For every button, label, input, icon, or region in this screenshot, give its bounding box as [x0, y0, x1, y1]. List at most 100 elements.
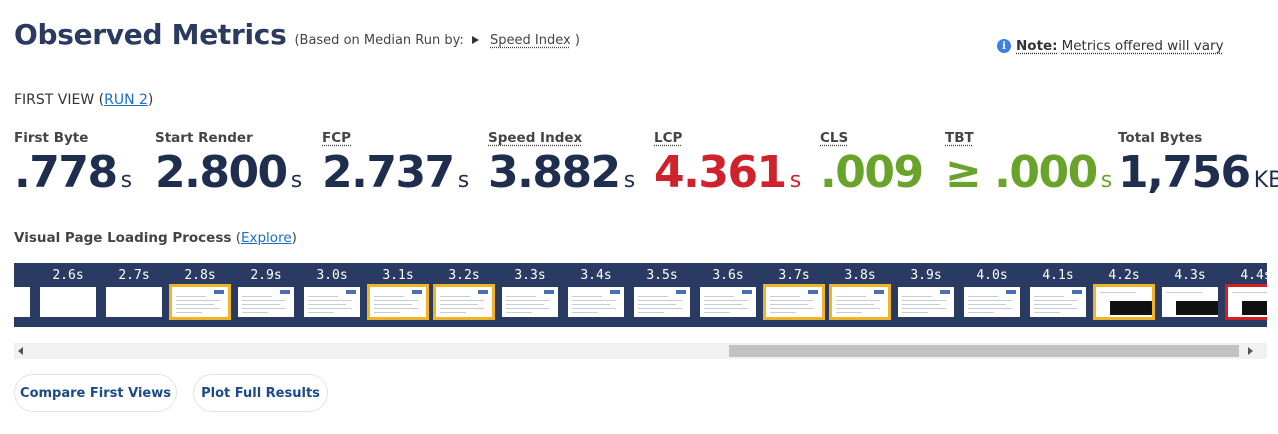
filmstrip-frame[interactable]: 3.0s — [301, 263, 363, 327]
explore-close: ) — [291, 230, 297, 246]
filmstrip-frame[interactable]: 3.5s — [631, 263, 693, 327]
metric-label[interactable]: LCP — [654, 130, 683, 146]
frame-time: 2.9s — [250, 268, 282, 283]
frame-thumbnail[interactable] — [898, 287, 954, 317]
metric-unit: s — [290, 168, 303, 193]
scroll-right-arrow-icon[interactable] — [1248, 347, 1253, 355]
metric-value: 2.800 s — [155, 149, 303, 196]
filmstrip-scrollbar[interactable] — [14, 343, 1267, 359]
frame-thumbnail[interactable] — [169, 284, 231, 320]
frame-time: 2.8s — [184, 268, 216, 283]
run-link[interactable]: RUN 2 — [104, 92, 148, 108]
frame-thumbnail[interactable] — [634, 287, 690, 317]
metric-total-bytes: Total Bytes 1,756 KB — [1118, 130, 1278, 196]
median-metric-selector[interactable]: Speed Index — [490, 33, 571, 48]
metric-value: ≥ .000 s — [945, 147, 1112, 198]
note-label[interactable]: Note: — [1016, 38, 1058, 54]
metric-value: .778 s — [14, 147, 133, 198]
filmstrip-frame[interactable]: 2.8s — [169, 263, 231, 327]
filmstrip-frame[interactable]: 3.1s — [367, 263, 429, 327]
metric-lcp: LCP 4.361 s — [654, 130, 801, 196]
frame-thumbnail[interactable] — [238, 287, 294, 317]
metric-label[interactable]: FCP — [322, 130, 352, 146]
scroll-left-arrow-icon[interactable] — [18, 347, 23, 355]
metric-unit: s — [120, 168, 133, 193]
frame-thumbnail[interactable] — [367, 284, 429, 320]
frame-thumbnail[interactable] — [829, 284, 891, 320]
frame-thumbnail[interactable] — [964, 287, 1020, 317]
frame-thumbnail[interactable] — [1225, 284, 1267, 320]
metric-label[interactable]: TBT — [945, 130, 974, 146]
frame-time: 3.5s — [646, 268, 678, 283]
metric-value: 1,756 KB — [1118, 149, 1278, 196]
frame-thumbnail[interactable] — [1030, 287, 1086, 317]
metric-unit: s — [457, 168, 470, 193]
filmstrip-frame[interactable]: 3.6s — [697, 263, 759, 327]
explore-link[interactable]: Explore — [240, 230, 292, 246]
note-text[interactable]: Metrics offered will vary — [1061, 38, 1224, 54]
filmstrip-frame[interactable]: 3.4s — [565, 263, 627, 327]
filmstrip-frame[interactable]: 3.9s — [895, 263, 957, 327]
filmstrip-frame[interactable]: 4.1s — [1027, 263, 1089, 327]
frame-time: 3.6s — [712, 268, 744, 283]
metric-number: 2.737 — [322, 147, 455, 198]
visual-loading-heading: Visual Page Loading Process (Explore) — [14, 230, 297, 246]
frame-thumbnail[interactable] — [568, 287, 624, 317]
frame-thumbnail[interactable] — [433, 284, 495, 320]
frame-thumbnail[interactable] — [1093, 284, 1155, 320]
filmstrip-frame[interactable]: 2.6s — [37, 263, 99, 327]
frame-time: 4.3s — [1174, 268, 1206, 283]
metric-number: .778 — [14, 147, 118, 198]
first-view-suffix: ) — [147, 92, 154, 108]
metric-value: 2.737 s — [322, 147, 470, 198]
frame-time: 3.4s — [580, 268, 612, 283]
filmstrip-frame[interactable]: 4.3s — [1159, 263, 1221, 327]
metric-label: Total Bytes — [1118, 130, 1203, 146]
frame-thumbnail[interactable] — [1162, 287, 1218, 317]
frame-time: 3.0s — [316, 268, 348, 283]
metric-label[interactable]: CLS — [820, 130, 849, 146]
filmstrip-frame[interactable]: 2.7s — [103, 263, 165, 327]
frame-time: 3.1s — [382, 268, 414, 283]
explore-open: ( — [231, 230, 241, 246]
frame-thumbnail[interactable] — [763, 284, 825, 320]
filmstrip-frame[interactable]: 3.8s — [829, 263, 891, 327]
filmstrip-frame[interactable]: 2.9s — [235, 263, 297, 327]
metric-label[interactable]: Speed Index — [488, 130, 583, 146]
filmstrip-frame[interactable]: 3.2s — [433, 263, 495, 327]
frame-thumbnail[interactable] — [502, 287, 558, 317]
play-triangle-icon — [471, 36, 479, 44]
metric-label: First Byte — [14, 130, 89, 146]
metric-value: .009 — [820, 149, 927, 196]
subtitle-suffix: ) — [574, 33, 580, 48]
frame-time: 3.2s — [448, 268, 480, 283]
compare-first-views-button[interactable]: Compare First Views — [14, 374, 177, 412]
frame-thumbnail[interactable] — [304, 287, 360, 317]
metric-number: ≥ .000 — [945, 147, 1098, 198]
metric-number: 3.882 — [488, 147, 621, 198]
frame-thumbnail[interactable] — [14, 287, 30, 317]
frame-time: 3.3s — [514, 268, 546, 283]
filmstrip-frame[interactable]: 4.4s — [1225, 263, 1267, 327]
scrollbar-thumb[interactable] — [729, 345, 1239, 357]
median-run-subtitle: (Based on Median Run by: Speed Index ) — [294, 33, 579, 48]
frame-time: 4.2s — [1108, 268, 1140, 283]
filmstrip-frame[interactable]: 3.7s — [763, 263, 825, 327]
metric-number: 4.361 — [654, 147, 787, 198]
filmstrip-frame[interactable]: 3.3s — [499, 263, 561, 327]
frame-thumbnail[interactable] — [40, 287, 96, 317]
metrics-note: i Note: Metrics offered will vary — [997, 38, 1224, 54]
metric-label: Start Render — [155, 130, 253, 146]
filmstrip-frame[interactable] — [14, 263, 33, 327]
filmstrip[interactable]: 2.6s 2.7s 2.8s 2.9s 3.0s 3.1s 3.2s 3.3s 3.4s 3.5s… — [14, 263, 1267, 327]
filmstrip-frame[interactable]: 4.2s — [1093, 263, 1155, 327]
plot-full-results-button[interactable]: Plot Full Results — [193, 374, 328, 412]
metric-fcp: FCP 2.737 s — [322, 130, 469, 196]
frame-time: 4.0s — [976, 268, 1008, 283]
frame-time: 3.9s — [910, 268, 942, 283]
filmstrip-frame[interactable]: 4.0s — [961, 263, 1023, 327]
frame-thumbnail[interactable] — [106, 287, 162, 317]
frame-thumbnail[interactable] — [700, 287, 756, 317]
frame-time: 3.7s — [778, 268, 810, 283]
info-icon: i — [997, 39, 1011, 53]
